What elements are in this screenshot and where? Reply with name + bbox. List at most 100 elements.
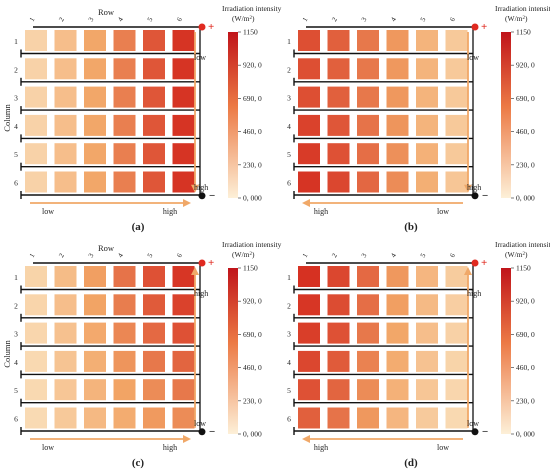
- row-number: 2: [287, 301, 291, 310]
- module-cell: [298, 114, 320, 136]
- module-cell: [327, 143, 350, 165]
- row-number: 3: [14, 330, 18, 339]
- horizontal-arrow-right-label: low: [437, 443, 449, 452]
- module-cell: [113, 350, 136, 372]
- col-number: 6: [175, 16, 184, 23]
- module-cell: [445, 266, 468, 287]
- negative-terminal: [198, 428, 206, 436]
- module-cell: [416, 30, 438, 51]
- col-number: 4: [389, 16, 398, 23]
- module-cell: [357, 379, 379, 401]
- colorbar-unit: (W/m2): [505, 14, 528, 23]
- colorbar-tick-label: 1150: [243, 264, 258, 273]
- module-cell: [143, 266, 165, 287]
- col-number: 2: [330, 16, 339, 23]
- col-number: 1: [301, 252, 310, 259]
- col-number: 3: [87, 16, 96, 23]
- colorbar-tick-label: 1150: [243, 28, 258, 37]
- colorbar-gradient: [228, 32, 238, 198]
- module-cell: [386, 350, 409, 372]
- colorbar-tick-label: 230, 0: [516, 160, 535, 169]
- module-cell: [113, 58, 136, 80]
- module-cell: [386, 407, 409, 429]
- module-cell: [25, 294, 47, 316]
- module-cell: [113, 294, 136, 316]
- colorbar-tick-label: 920, 0: [516, 297, 535, 306]
- module-cell: [445, 114, 468, 136]
- row-number: 4: [287, 122, 291, 131]
- module-cell: [416, 379, 438, 401]
- vertical-arrow-bottom-label: high: [194, 183, 208, 192]
- module-cell: [357, 30, 379, 51]
- module-cell: [113, 171, 136, 193]
- column-title: Column: [2, 340, 12, 368]
- module-cell: [327, 407, 350, 429]
- module-cell: [298, 86, 320, 108]
- module-cell: [327, 294, 350, 316]
- module-cell: [113, 379, 136, 401]
- row-number: 3: [287, 94, 291, 103]
- row-number: 1: [14, 273, 18, 282]
- panel-label: (a): [132, 221, 145, 233]
- col-number: 1: [301, 16, 310, 23]
- colorbar-title: Irradiation intensity: [222, 240, 282, 249]
- row-number: 2: [14, 301, 18, 310]
- module-cell: [416, 407, 438, 429]
- module-cell: [113, 266, 136, 287]
- module-cell: [84, 114, 106, 136]
- module-cell: [25, 350, 47, 372]
- panel-c: 1 2 3 4 5 6 Row Column 1 2 3 4 5 6 + − high low low high (c)…: [2, 240, 282, 469]
- module-cell: [113, 30, 136, 51]
- module-cell: [143, 171, 165, 193]
- row-number: 1: [287, 37, 291, 46]
- colorbar-gradient: [501, 268, 511, 434]
- module-cell: [386, 86, 409, 108]
- row-number: 1: [287, 273, 291, 282]
- module-cell: [25, 114, 47, 136]
- colorbar-tick-label: 230, 0: [516, 396, 535, 405]
- colorbar-tick-label: 690, 0: [516, 330, 535, 339]
- module-cell: [25, 86, 47, 108]
- module-cell: [113, 143, 136, 165]
- module-cell: [298, 294, 320, 316]
- row-number: 6: [14, 179, 18, 188]
- col-number: 5: [419, 16, 428, 23]
- module-cell: [143, 114, 165, 136]
- module-cell: [445, 86, 468, 108]
- col-number: 4: [116, 16, 125, 23]
- row-number: 3: [14, 94, 18, 103]
- module-cell: [84, 58, 106, 80]
- panel-a: 1 2 3 4 5 6 Row Column 1 2 3 4 5 6 + − low high low high (a)…: [2, 4, 282, 233]
- module-cell: [143, 379, 165, 401]
- module-cell: [54, 58, 77, 80]
- row-number: 4: [14, 358, 18, 367]
- row-number: 5: [14, 386, 18, 395]
- col-number: 2: [330, 252, 339, 259]
- negative-terminal: [471, 192, 479, 200]
- module-cell: [113, 322, 136, 344]
- module-cell: [25, 266, 47, 287]
- minus-sign: −: [482, 426, 488, 438]
- vertical-arrow-top-label: low: [467, 53, 479, 62]
- module-cell: [84, 379, 106, 401]
- plus-sign: +: [208, 257, 214, 269]
- module-cell: [386, 171, 409, 193]
- col-number: 1: [28, 16, 37, 23]
- arrow-head: [183, 199, 191, 207]
- col-number: 2: [57, 16, 66, 23]
- colorbar-tick-label: 460, 0: [516, 127, 535, 136]
- module-cell: [54, 379, 77, 401]
- module-cell: [327, 379, 350, 401]
- row-number: 5: [287, 150, 291, 159]
- vertical-arrow-bottom-label: low: [194, 419, 206, 428]
- module-cell: [84, 407, 106, 429]
- module-cell: [357, 407, 379, 429]
- col-number: 6: [175, 252, 184, 259]
- module-cell: [327, 350, 350, 372]
- colorbar-unit: (W/m2): [232, 250, 255, 259]
- colorbar-tick-label: 920, 0: [516, 61, 535, 70]
- module-cell: [172, 322, 195, 344]
- module-cell: [54, 30, 77, 51]
- arrow-head: [191, 184, 199, 193]
